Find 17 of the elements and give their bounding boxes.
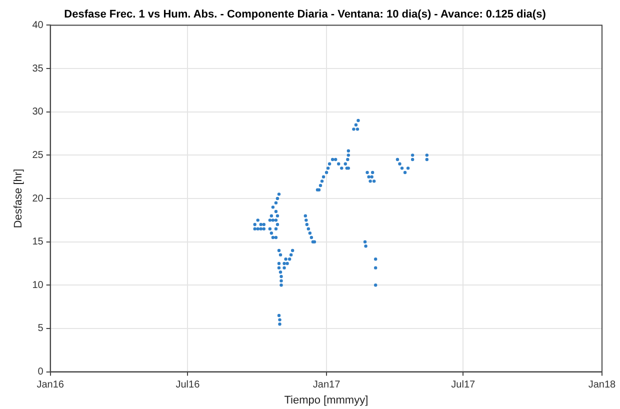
- x-tick-label: Jul16: [176, 380, 200, 391]
- y-tick-label: 30: [32, 106, 44, 118]
- x-tick-label: Jul17: [451, 380, 476, 391]
- y-tick-label: 15: [32, 236, 44, 248]
- y-tick-label: 5: [38, 323, 44, 334]
- y-tick-label: 40: [32, 20, 44, 31]
- y-tick-label: 0: [38, 366, 44, 378]
- y-tick-label: 25: [32, 150, 44, 161]
- x-axis-title: Tiempo [mmmyy]: [284, 394, 368, 406]
- chart-title: Desfase Frec. 1 vs Hum. Abs. - Componente Diaria - Ventana: 10 dia(s) - Avance: 0.125 dia(s): [64, 8, 546, 21]
- y-tick-label: 35: [32, 63, 44, 74]
- y-tick-label: 20: [32, 193, 44, 204]
- x-tick-label: Jan17: [312, 380, 341, 391]
- x-tick-label: Jan18: [588, 380, 616, 391]
- x-tick-label: Jan16: [36, 380, 64, 391]
- y-tick-label: 10: [32, 280, 44, 291]
- y-axis-title: Desfase [hr]: [12, 168, 25, 228]
